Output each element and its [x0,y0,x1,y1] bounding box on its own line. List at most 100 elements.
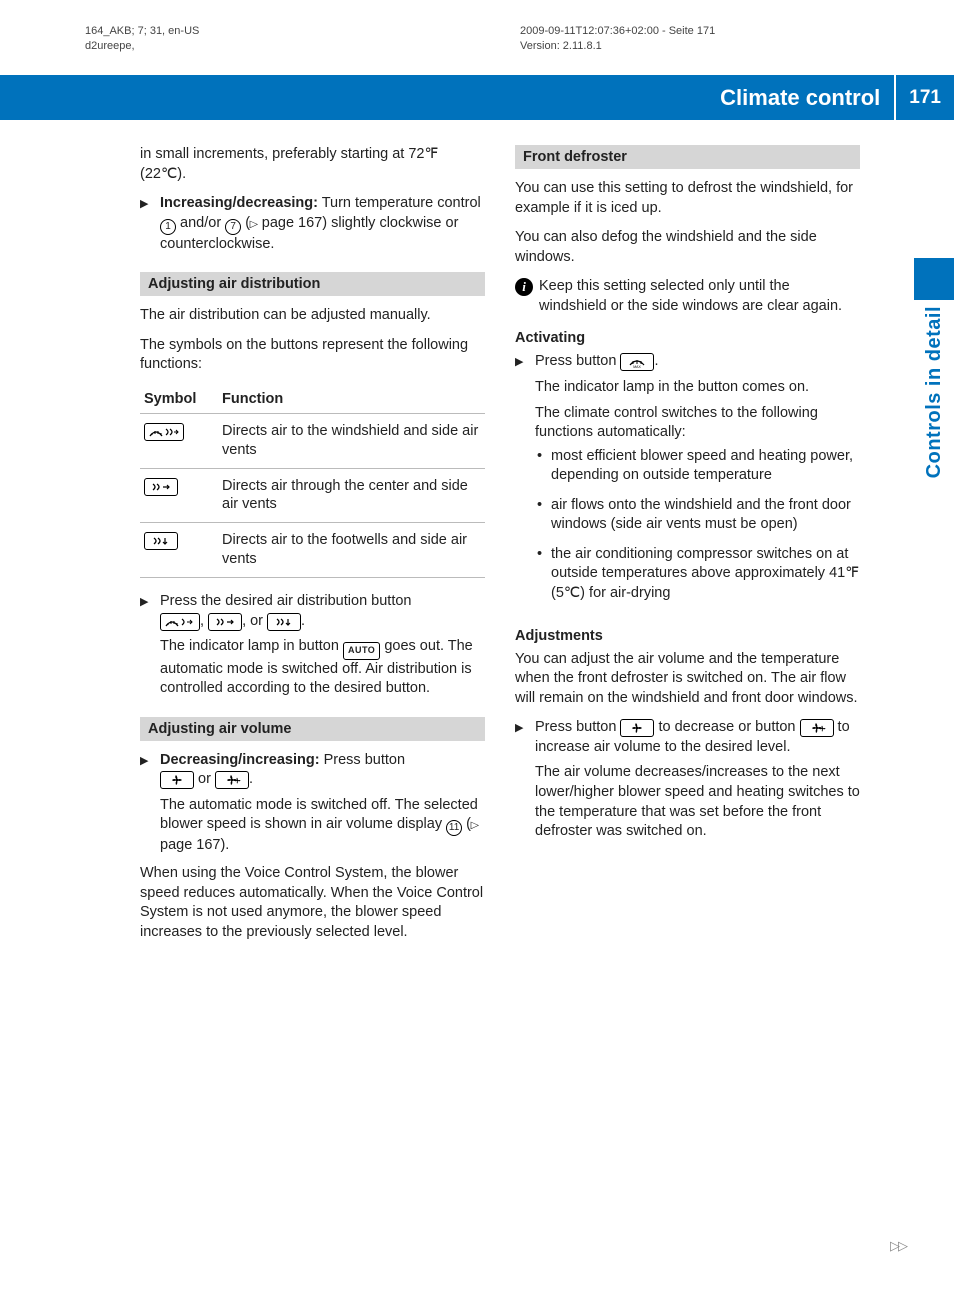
defrost-vent-button-icon [144,423,184,441]
header-spacer [0,75,712,120]
inc-dec-t2: and/or [176,215,225,231]
adj-p3: The air volume decreases/increases to th… [535,763,860,841]
table-row: Directs air to the footwells and side ai… [140,523,485,578]
fan-increase-button-icon [215,771,249,789]
trim-meta-right: 2009-09-11T12:07:36+02:00 - Seite 171 Ve… [520,24,715,54]
table-row: Directs air through the center and side … [140,468,485,523]
auto-button-icon: AUTO [343,642,380,660]
defrost-vent-button-icon [160,613,200,631]
act-end: . [654,353,658,369]
vol-label: Decreasing/increasing: [160,752,320,768]
triangle-icon [140,751,160,856]
table-col-function: Function [218,385,485,414]
trim-left-1: 164_AKB; 7; 31, en-US [85,24,199,39]
air-dist-p2: The symbols on the buttons represent the… [140,336,485,375]
trim-right-1: 2009-09-11T12:07:36+02:00 - Seite 171 [520,24,715,39]
ref-circle-1: 1 [160,219,176,235]
inc-dec-label: Increasing/decreasing: [160,195,318,211]
press-l1: Press the desired air distribution butto… [160,593,411,609]
ref-circle-7: 7 [225,219,241,235]
vol-end: . [249,771,253,787]
trim-right-2: Version: 2.11.8.1 [520,39,715,54]
function-cell: Directs air to the footwells and side ai… [218,523,485,578]
act-p3: The climate control switches to the foll… [535,404,860,443]
trim-meta-left: 164_AKB; 7; 31, en-US d2ureepe, [85,24,199,54]
symbol-function-table: Symbol Function Directs air to the winds… [140,385,485,578]
symbol-cell [140,468,218,523]
inc-dec-item: Increasing/decreasing: Turn temperature … [140,194,485,254]
inc-dec-t1: Turn temperature control [318,195,481,211]
continue-marker-icon: ▷▷ [890,1238,906,1254]
list-item: most efficient blower speed and heating … [535,447,860,486]
triangle-icon [515,718,535,841]
info-body: Keep this setting selected only until th… [539,277,860,316]
fd-p2: You can also defog the windshield and th… [515,228,860,267]
center-vent-button-icon [208,613,242,631]
air-dist-p1: The air distribution can be adjusted man… [140,306,485,326]
section-air-volume: Adjusting air volume [140,717,485,741]
side-tab-marker [914,258,954,300]
fan-decrease-button-icon [160,771,194,789]
vol-or: or [194,771,215,787]
subhead-adjustments: Adjustments [515,628,860,644]
table-row: Directs air to the windshield and side a… [140,413,485,468]
trim-left-2: d2ureepe, [85,39,199,54]
fan-decrease-button-icon [620,719,654,737]
triangle-icon [140,194,160,254]
press-air-dist-item: Press the desired air distribution butto… [140,592,485,699]
section-front-defroster: Front defroster [515,145,860,169]
defrost-max-button-icon: MAX [620,353,654,371]
vol-item: Decreasing/increasing: Press button or .… [140,751,485,856]
header-title: Climate control [712,75,894,120]
footwell-vent-button-icon [144,532,178,550]
adj-t1: Press button [535,719,620,735]
act-p2: The indicator lamp in the button comes o… [535,378,860,398]
vol-t1: Press button [320,752,405,768]
triangle-icon [515,352,535,613]
subhead-activating: Activating [515,330,860,346]
header-page-number: 171 [894,75,954,120]
ref-circle-11: 11 [446,820,462,836]
vol-page: page 167). [160,837,229,853]
adjust-body: Press button to decrease or button to in… [535,718,860,841]
triangle-icon [140,592,160,699]
fan-increase-button-icon [800,719,834,737]
section-air-distribution: Adjusting air distribution [140,272,485,296]
side-tab-label: Controls in detail [923,306,946,478]
adj-t2: to decrease or button [654,719,799,735]
act-t1: Press button [535,353,620,369]
press-l3a: The indicator lamp in button [160,638,343,654]
activating-body: Press button MAX . The indicator lamp in… [535,352,860,613]
vol-sub: The automatic mode is switched off. The … [160,796,485,856]
activating-bullets: most efficient blower speed and heating … [535,447,860,604]
vol-p3: When using the Voice Control System, the… [140,864,485,942]
vol-p2a: The automatic mode is switched off. The … [160,797,478,833]
function-cell: Directs air through the center and side … [218,468,485,523]
content-area: in small increments, preferably starting… [140,145,860,952]
symbol-cell [140,523,218,578]
intro-paragraph: in small increments, preferably starting… [140,145,485,184]
fd-p1: You can use this setting to defrost the … [515,179,860,218]
sep1: , [200,613,208,629]
side-tab: Controls in detail [914,258,954,518]
function-cell: Directs air to the windshield and side a… [218,413,485,468]
info-note: i Keep this setting selected only until … [515,277,860,316]
right-column: Front defroster You can use this setting… [515,145,860,952]
vol-body: Decreasing/increasing: Press button or .… [160,751,485,856]
center-vent-button-icon [144,478,178,496]
list-item: the air conditioning compressor switches… [535,545,860,604]
page-ref-arrow-icon: ▷ [471,819,479,833]
table-col-symbol: Symbol [140,385,218,414]
footwell-vent-button-icon [267,613,301,631]
press-sub: The indicator lamp in button AUTO goes o… [160,637,485,699]
svg-text:MAX: MAX [634,365,642,368]
press-body: Press the desired air distribution butto… [160,592,485,699]
adj-p1: You can adjust the air volume and the te… [515,650,860,709]
activating-item: Press button MAX . The indicator lamp in… [515,352,860,613]
symbol-cell [140,413,218,468]
adjust-item: Press button to decrease or button to in… [515,718,860,841]
auto-label: AUTO [348,646,375,655]
press-end: . [301,613,305,629]
header-bar: Climate control 171 [0,75,954,120]
left-column: in small increments, preferably starting… [140,145,485,952]
